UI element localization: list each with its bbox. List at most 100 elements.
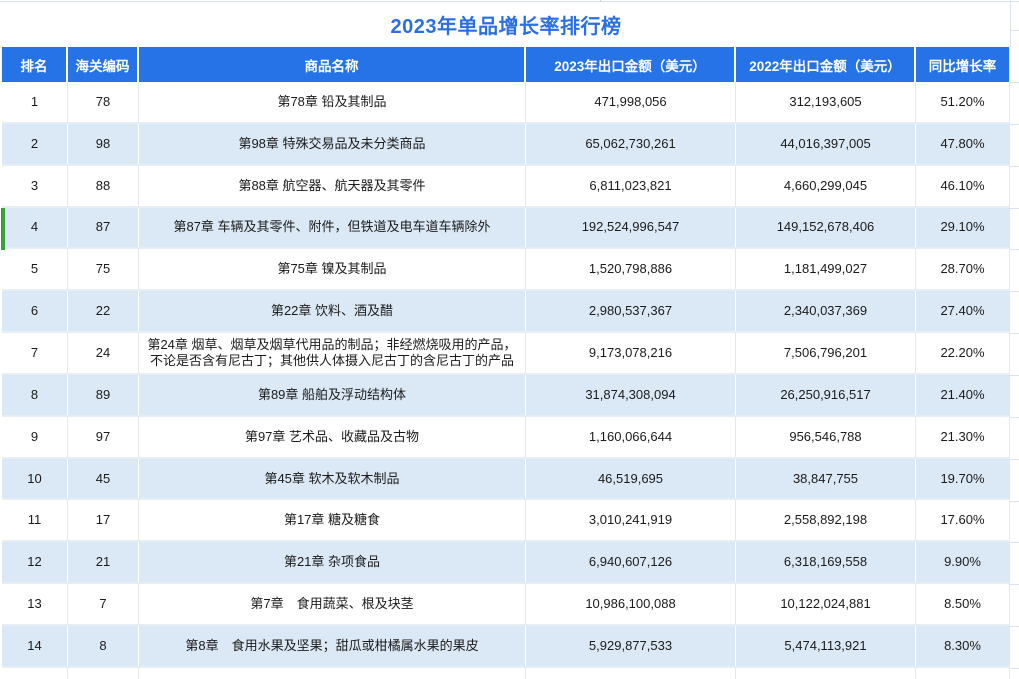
cell-export-2023[interactable]: 9,173,078,216 (526, 333, 736, 373)
cell-product-name[interactable]: 第21章 杂项食品 (139, 542, 526, 583)
cell-export-2023[interactable]: 192,524,996,547 (526, 207, 736, 248)
cell-export-2022[interactable]: 312,193,605 (736, 82, 916, 122)
header-export-2023[interactable]: 2023年出口金额（美元） (526, 47, 736, 82)
header-export-2022[interactable]: 2022年出口金额（美元） (736, 47, 916, 82)
cell-growth-rate[interactable] (916, 667, 1010, 679)
cell-export-2023[interactable]: 2,980,537,367 (526, 291, 736, 332)
cell-export-2022[interactable]: 2,340,037,369 (736, 291, 916, 332)
cell-export-2022[interactable]: 4,660,299,045 (736, 165, 916, 206)
cell-rank[interactable]: 11 (2, 500, 68, 541)
header-growth-rate[interactable]: 同比增长率 (916, 47, 1010, 82)
cell-export-2022[interactable]: 26,250,916,517 (736, 374, 916, 415)
cell-export-2022[interactable]: 44,016,397,005 (736, 123, 916, 164)
cell-product-name[interactable]: 第24章 烟草、烟草及烟草代用品的制品；非经燃烧吸用的产品，不论是否含有尼古丁；… (139, 333, 526, 373)
cell-hs-code[interactable]: 98 (68, 123, 139, 164)
cell-export-2022[interactable] (736, 667, 916, 679)
table-row: 12 21 第21章 杂项食品 6,940,607,126 6,318,169,… (2, 542, 1010, 585)
cell-export-2022[interactable]: 7,506,796,201 (736, 333, 916, 373)
cell-export-2022[interactable]: 5,474,113,921 (736, 625, 916, 666)
cell-growth-rate[interactable]: 46.10% (916, 165, 1010, 206)
cell-rank[interactable]: 4 (2, 207, 68, 248)
cell-growth-rate[interactable]: 8.50% (916, 584, 1010, 624)
cell-export-2022[interactable]: 10,122,024,881 (736, 584, 916, 624)
cell-product-name[interactable] (139, 667, 526, 679)
cell-hs-code[interactable]: 45 (68, 458, 139, 499)
cell-export-2023[interactable]: 65,062,730,261 (526, 123, 736, 164)
cell-export-2023[interactable]: 5,929,877,533 (526, 625, 736, 666)
table-title-cell[interactable]: 2023年单品增长率排行榜 (2, 2, 1010, 47)
cell-export-2022[interactable]: 149,152,678,406 (736, 207, 916, 248)
cell-hs-code[interactable]: 97 (68, 416, 139, 457)
cell-export-2022[interactable]: 6,318,169,558 (736, 542, 916, 583)
cell-product-name[interactable]: 第45章 软木及软木制品 (139, 458, 526, 499)
cell-hs-code[interactable]: 8 (68, 625, 139, 666)
cell-export-2023[interactable]: 31,874,308,094 (526, 374, 736, 415)
cell-product-name[interactable]: 第78章 铅及其制品 (139, 82, 526, 122)
cell-product-name[interactable]: 第87章 车辆及其零件、附件，但铁道及电车道车辆除外 (139, 207, 526, 248)
cell-hs-code[interactable]: 87 (68, 207, 139, 248)
cell-export-2023[interactable]: 3,010,241,919 (526, 500, 736, 541)
cell-rank[interactable]: 3 (2, 165, 68, 206)
cell-rank[interactable]: 10 (2, 458, 68, 499)
cell-growth-rate[interactable]: 51.20% (916, 82, 1010, 122)
cell-hs-code[interactable]: 89 (68, 374, 139, 415)
cell-product-name[interactable]: 第89章 船舶及浮动结构体 (139, 374, 526, 415)
cell-product-name[interactable]: 第88章 航空器、航天器及其零件 (139, 165, 526, 206)
header-rank[interactable]: 排名 (2, 47, 68, 82)
cell-export-2022[interactable]: 956,546,788 (736, 416, 916, 457)
cell-export-2023[interactable]: 471,998,056 (526, 82, 736, 122)
cell-growth-rate[interactable]: 9.90% (916, 542, 1010, 583)
cell-export-2023[interactable]: 6,811,023,821 (526, 165, 736, 206)
cell-hs-code[interactable] (68, 667, 139, 679)
cell-rank[interactable]: 6 (2, 291, 68, 332)
cell-growth-rate[interactable]: 17.60% (916, 500, 1010, 541)
cell-rank[interactable]: 8 (2, 374, 68, 415)
cell-rank[interactable]: 9 (2, 416, 68, 457)
cell-growth-rate[interactable]: 22.20% (916, 333, 1010, 373)
cell-product-name[interactable]: 第75章 镍及其制品 (139, 249, 526, 290)
cell-hs-code[interactable]: 17 (68, 500, 139, 541)
cell-hs-code[interactable]: 22 (68, 291, 139, 332)
cell-product-name[interactable]: 第22章 饮料、酒及醋 (139, 291, 526, 332)
cell-growth-rate[interactable]: 28.70% (916, 249, 1010, 290)
cell-export-2022[interactable]: 38,847,755 (736, 458, 916, 499)
cell-hs-code[interactable]: 78 (68, 82, 139, 122)
cell-export-2023[interactable]: 10,986,100,088 (526, 584, 736, 624)
cell-product-name[interactable]: 第8章 食用水果及坚果；甜瓜或柑橘属水果的果皮 (139, 625, 526, 666)
cell-export-2022[interactable]: 2,558,892,198 (736, 500, 916, 541)
cell-export-2023[interactable]: 1,160,066,644 (526, 416, 736, 457)
cell-growth-rate[interactable]: 47.80% (916, 123, 1010, 164)
cell-hs-code[interactable]: 21 (68, 542, 139, 583)
cell-rank[interactable]: 13 (2, 584, 68, 624)
cell-export-2023[interactable]: 6,940,607,126 (526, 542, 736, 583)
table-row: 8 89 第89章 船舶及浮动结构体 31,874,308,094 26,250… (2, 374, 1010, 417)
cell-rank[interactable]: 1 (2, 82, 68, 122)
cell-product-name[interactable]: 第17章 糖及糖食 (139, 500, 526, 541)
cell-rank[interactable]: 12 (2, 542, 68, 583)
header-product-name[interactable]: 商品名称 (139, 47, 526, 82)
cell-growth-rate[interactable]: 21.30% (916, 416, 1010, 457)
cell-export-2023[interactable]: 46,519,695 (526, 458, 736, 499)
cell-hs-code[interactable]: 7 (68, 584, 139, 624)
cell-growth-rate[interactable]: 27.40% (916, 291, 1010, 332)
cell-rank[interactable] (2, 667, 68, 679)
cell-rank[interactable]: 2 (2, 123, 68, 164)
cell-growth-rate[interactable]: 29.10% (916, 207, 1010, 248)
cell-product-name[interactable]: 第97章 艺术品、收藏品及古物 (139, 416, 526, 457)
cell-rank[interactable]: 5 (2, 249, 68, 290)
cell-growth-rate[interactable]: 19.70% (916, 458, 1010, 499)
cell-hs-code[interactable]: 24 (68, 333, 139, 373)
cell-growth-rate[interactable]: 21.40% (916, 374, 1010, 415)
cell-hs-code[interactable]: 88 (68, 165, 139, 206)
cell-product-name[interactable]: 第7章 食用蔬菜、根及块茎 (139, 584, 526, 624)
header-hs-code[interactable]: 海关编码 (68, 47, 139, 82)
cell-export-2023[interactable]: 1,520,798,886 (526, 249, 736, 290)
gridline-segment (1010, 82, 1019, 83)
cell-rank[interactable]: 7 (2, 333, 68, 373)
cell-export-2022[interactable]: 1,181,499,027 (736, 249, 916, 290)
cell-export-2023[interactable] (526, 667, 736, 679)
cell-growth-rate[interactable]: 8.30% (916, 625, 1010, 666)
cell-rank[interactable]: 14 (2, 625, 68, 666)
cell-product-name[interactable]: 第98章 特殊交易品及未分类商品 (139, 123, 526, 164)
cell-hs-code[interactable]: 75 (68, 249, 139, 290)
